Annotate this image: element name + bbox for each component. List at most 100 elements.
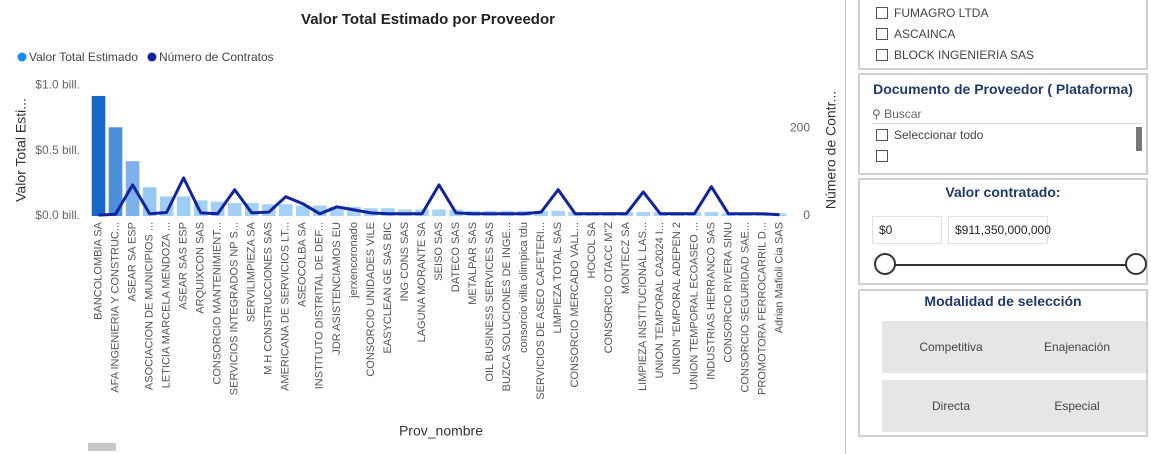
x-tick-label: Adrian Mafioli Cia SAS [773, 222, 785, 333]
x-tick-label: SERVICIOS INTEGRADOS NP S... [229, 222, 241, 395]
min-input[interactable]: $0 [872, 216, 942, 244]
button-label: Directa [931, 399, 970, 413]
bar [347, 206, 361, 216]
x-tick-label: INSTITUTO DISTRITAL DE DEF... [314, 222, 326, 389]
chart: Valor Total Estimado por Proveedor Prov_… [13, 0, 846, 454]
y-tick-label: $0.0 bill. [35, 208, 80, 222]
bar [551, 210, 565, 216]
x-tick-label: LETICIA MARCELA MENDOZA ... [161, 222, 173, 388]
y2-axis-title: Número de Contr... [823, 91, 839, 209]
bar [432, 209, 446, 216]
bar [108, 127, 123, 216]
x-tick-label: ASEAR SAS ESP [178, 222, 190, 309]
slicer-title: Valor contratado: [945, 184, 1061, 200]
x-tick-label: HOCOL SA [586, 221, 598, 278]
max-input[interactable]: $911,350,000,000 [948, 216, 1051, 244]
x-tick-label: CONSORCIO OTACC M"Z [603, 222, 615, 354]
checkbox-item[interactable]: ASCAINCA [860, 23, 1146, 44]
x-tick-label: CONSORCIO UNIDADES VILE [365, 222, 377, 377]
x-tick-label: CONSORCIO MERCADO VALL... [569, 222, 581, 387]
scrollbar[interactable] [88, 443, 116, 451]
x-tick-label: PROMOTORA FERROCARRIL D... [756, 222, 768, 395]
min-value: $0 [879, 223, 893, 237]
slider-handle[interactable] [874, 253, 896, 275]
x-tick-label: jerxencoronado [348, 222, 360, 299]
legend-marker [17, 52, 27, 62]
option-button[interactable]: Directa [882, 380, 1020, 432]
search-placeholder: Buscar [884, 107, 922, 121]
x-tick-label: M H CONSTRUCCIONES SAS [263, 222, 275, 375]
x-tick-label: CONSORCIO SEGURIDAD SAE... [739, 222, 751, 393]
x-tick-label: consorcio villa olimpica tdu [518, 222, 530, 353]
x-tick-label: SEISO SAS [433, 222, 445, 281]
x-tick-label: ING CONS SAS [399, 222, 411, 301]
x-tick-label: AFA INGENIERIA Y CONSTRUC... [109, 222, 121, 393]
y2-tick-label: 0 [803, 208, 810, 222]
option-button[interactable]: Especial [1008, 380, 1146, 432]
x-tick-label: BUZCA SOLUCIONES DE INGE... [501, 222, 513, 391]
legend-marker [147, 52, 157, 62]
x-tick-label: SERVICIOS DE ASEO CAFETERI... [535, 222, 547, 400]
search-box[interactable]: ⚲ Buscar [872, 107, 1142, 124]
x-tick-label: JDR ASISTENCIAMOS EU [331, 222, 343, 355]
x-tick-label: AMERICANA DE SERVICIOS LT... [280, 222, 292, 391]
y-axis-title: Valor Total Esti... [13, 98, 29, 202]
y2-tick-label: 200 [790, 121, 810, 135]
x-tick-label: OIL BUSINESS SERVICES SAS [484, 222, 496, 382]
button-label: Enajenación [1043, 340, 1111, 354]
option-button[interactable]: Competitiva [882, 321, 1020, 373]
select-all[interactable]: Seleccionar todo [860, 124, 1146, 145]
bar [330, 206, 344, 216]
x-tick-label: LIMPIEZA TOTAL SAS [552, 222, 564, 333]
x-tick-label: DATECO SAS [450, 222, 462, 292]
modalidad-slicer: Modalidad de selección Competitiva Enaje… [858, 289, 1148, 437]
bar [313, 205, 327, 216]
checkbox-item[interactable]: FUMAGRO LTDA [860, 2, 1146, 23]
option-button[interactable]: Enajenación [1008, 321, 1146, 373]
slider-handle[interactable] [1125, 253, 1147, 275]
bar [125, 161, 140, 216]
button-label: Especial [1054, 399, 1100, 413]
item-label: ASCAINCA [894, 26, 956, 41]
bar [636, 212, 651, 216]
slicer-title: Modalidad de selección [924, 293, 1082, 309]
bar [176, 196, 191, 216]
x-tick-label: ASEAR SA ESP [126, 222, 138, 301]
x-tick-label: BANCOLOMBIA SA [92, 221, 104, 319]
x-tick-label: ARQUIXCON SAS [195, 222, 207, 314]
proveedor-slicer: FUMAGRO LTDA ASCAINCA BLOCK INGENIERIA S… [858, 0, 1148, 70]
slider-track [886, 264, 1138, 266]
bar [278, 204, 293, 216]
legend-label: Valor Total Estimado [29, 50, 138, 64]
max-value: $911,350,000,000 [955, 223, 1051, 237]
bar [381, 208, 395, 216]
bar [704, 212, 719, 216]
line [98, 176, 780, 217]
checkbox-item[interactable] [860, 145, 1146, 166]
x-tick-label: ASEOCOLBA SA [297, 221, 309, 307]
scrollbar [1136, 127, 1142, 151]
button-label: Competitiva [919, 340, 983, 354]
x-tick-label: EASYCLEAN GE SAS BIC [382, 222, 394, 353]
checkbox-item[interactable]: BLOCK INGENIERIA SAS [860, 44, 1146, 65]
bar [227, 202, 242, 216]
x-tick-label: CONSORCIO RIVERA SINU [722, 222, 734, 363]
bar [91, 95, 106, 216]
x-axis-title: Prov_nombre [399, 423, 483, 439]
bar [159, 196, 174, 216]
x-tick-label: LIMPIEZA INSTITUCIONAL LAS... [637, 222, 649, 391]
x-tick-label: UNION TEMPORAL CA2024 I... [654, 222, 666, 379]
bar [295, 205, 310, 216]
y-tick-label: $1.0 bill. [35, 78, 80, 92]
x-tick-label: MONTECZ SA [620, 221, 632, 294]
chart-title: Valor Total Estimado por Proveedor [301, 11, 555, 28]
y-tick-label: $0.5 bill. [35, 143, 80, 157]
slicer-title: Documento de Proveedor ( Plataforma) [873, 81, 1133, 97]
documento-slicer: Documento de Proveedor ( Plataforma) ⚲ B… [858, 73, 1148, 175]
x-tick-label: LAGUNA MORANTE SA [416, 221, 428, 342]
x-tick-label: INDUSTRIAS HERRANCO SAS [705, 222, 717, 380]
x-tick-label: UNION TEMPORAL ECOASEO ... [688, 222, 700, 390]
item-label: BLOCK INGENIERIA SAS [894, 47, 1035, 62]
select-all-label: Seleccionar todo [894, 127, 984, 142]
